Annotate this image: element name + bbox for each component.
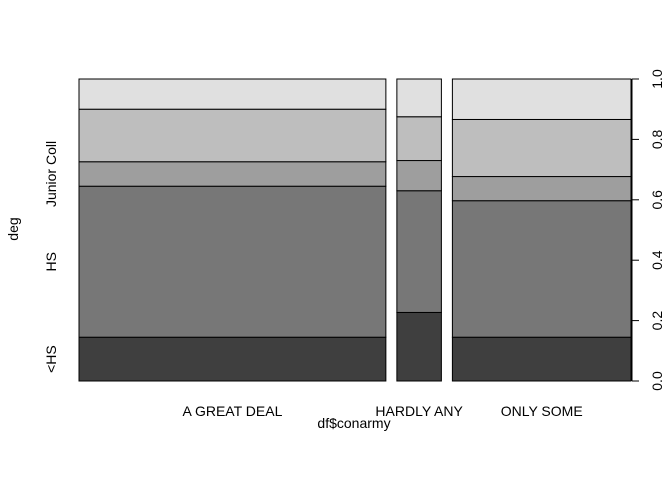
- tile-1-3: [396, 116, 442, 162]
- tile-0-4: [78, 78, 387, 110]
- y-tick-label: 0.8: [649, 129, 665, 149]
- tile-2-0: [451, 336, 632, 382]
- y-tick-label: 0.6: [649, 190, 665, 210]
- level-label: <HS: [43, 345, 59, 373]
- x-axis-label: df$conarmy: [317, 415, 390, 431]
- tile-0-2: [78, 161, 387, 187]
- tile-1-4: [396, 78, 442, 118]
- y-axis: 0.0 0.2 0.4 0.6 0.8 1.0: [631, 69, 665, 391]
- x-tick-label: ONLY SOME: [501, 403, 583, 419]
- y-tick-label: 1.0: [649, 69, 665, 89]
- y-tick-label: 0.2: [649, 311, 665, 331]
- y-tick-label: 0.0: [649, 371, 665, 391]
- y-tick-label: 0.4: [649, 250, 665, 270]
- tile-0-3: [78, 108, 387, 163]
- tile-1-1: [396, 190, 442, 313]
- x-tick-label: A GREAT DEAL: [183, 403, 283, 419]
- tile-2-2: [451, 176, 632, 202]
- level-label: HS: [43, 252, 59, 271]
- tile-2-1: [451, 200, 632, 338]
- tile-2-4: [451, 78, 632, 120]
- tile-1-0: [396, 311, 442, 382]
- plot-tiles: [78, 78, 632, 382]
- level-label: Junior Coll: [43, 141, 59, 207]
- tile-1-2: [396, 160, 442, 192]
- level-labels: <HS HS Junior Coll: [43, 141, 59, 373]
- y-axis-label: deg: [5, 217, 21, 240]
- tile-0-0: [78, 336, 387, 382]
- tile-0-1: [78, 185, 387, 338]
- tile-2-3: [451, 118, 632, 178]
- x-tick-label: HARDLY ANY: [375, 403, 463, 419]
- x-tick-labels: A GREAT DEAL HARDLY ANY ONLY SOME: [183, 403, 583, 419]
